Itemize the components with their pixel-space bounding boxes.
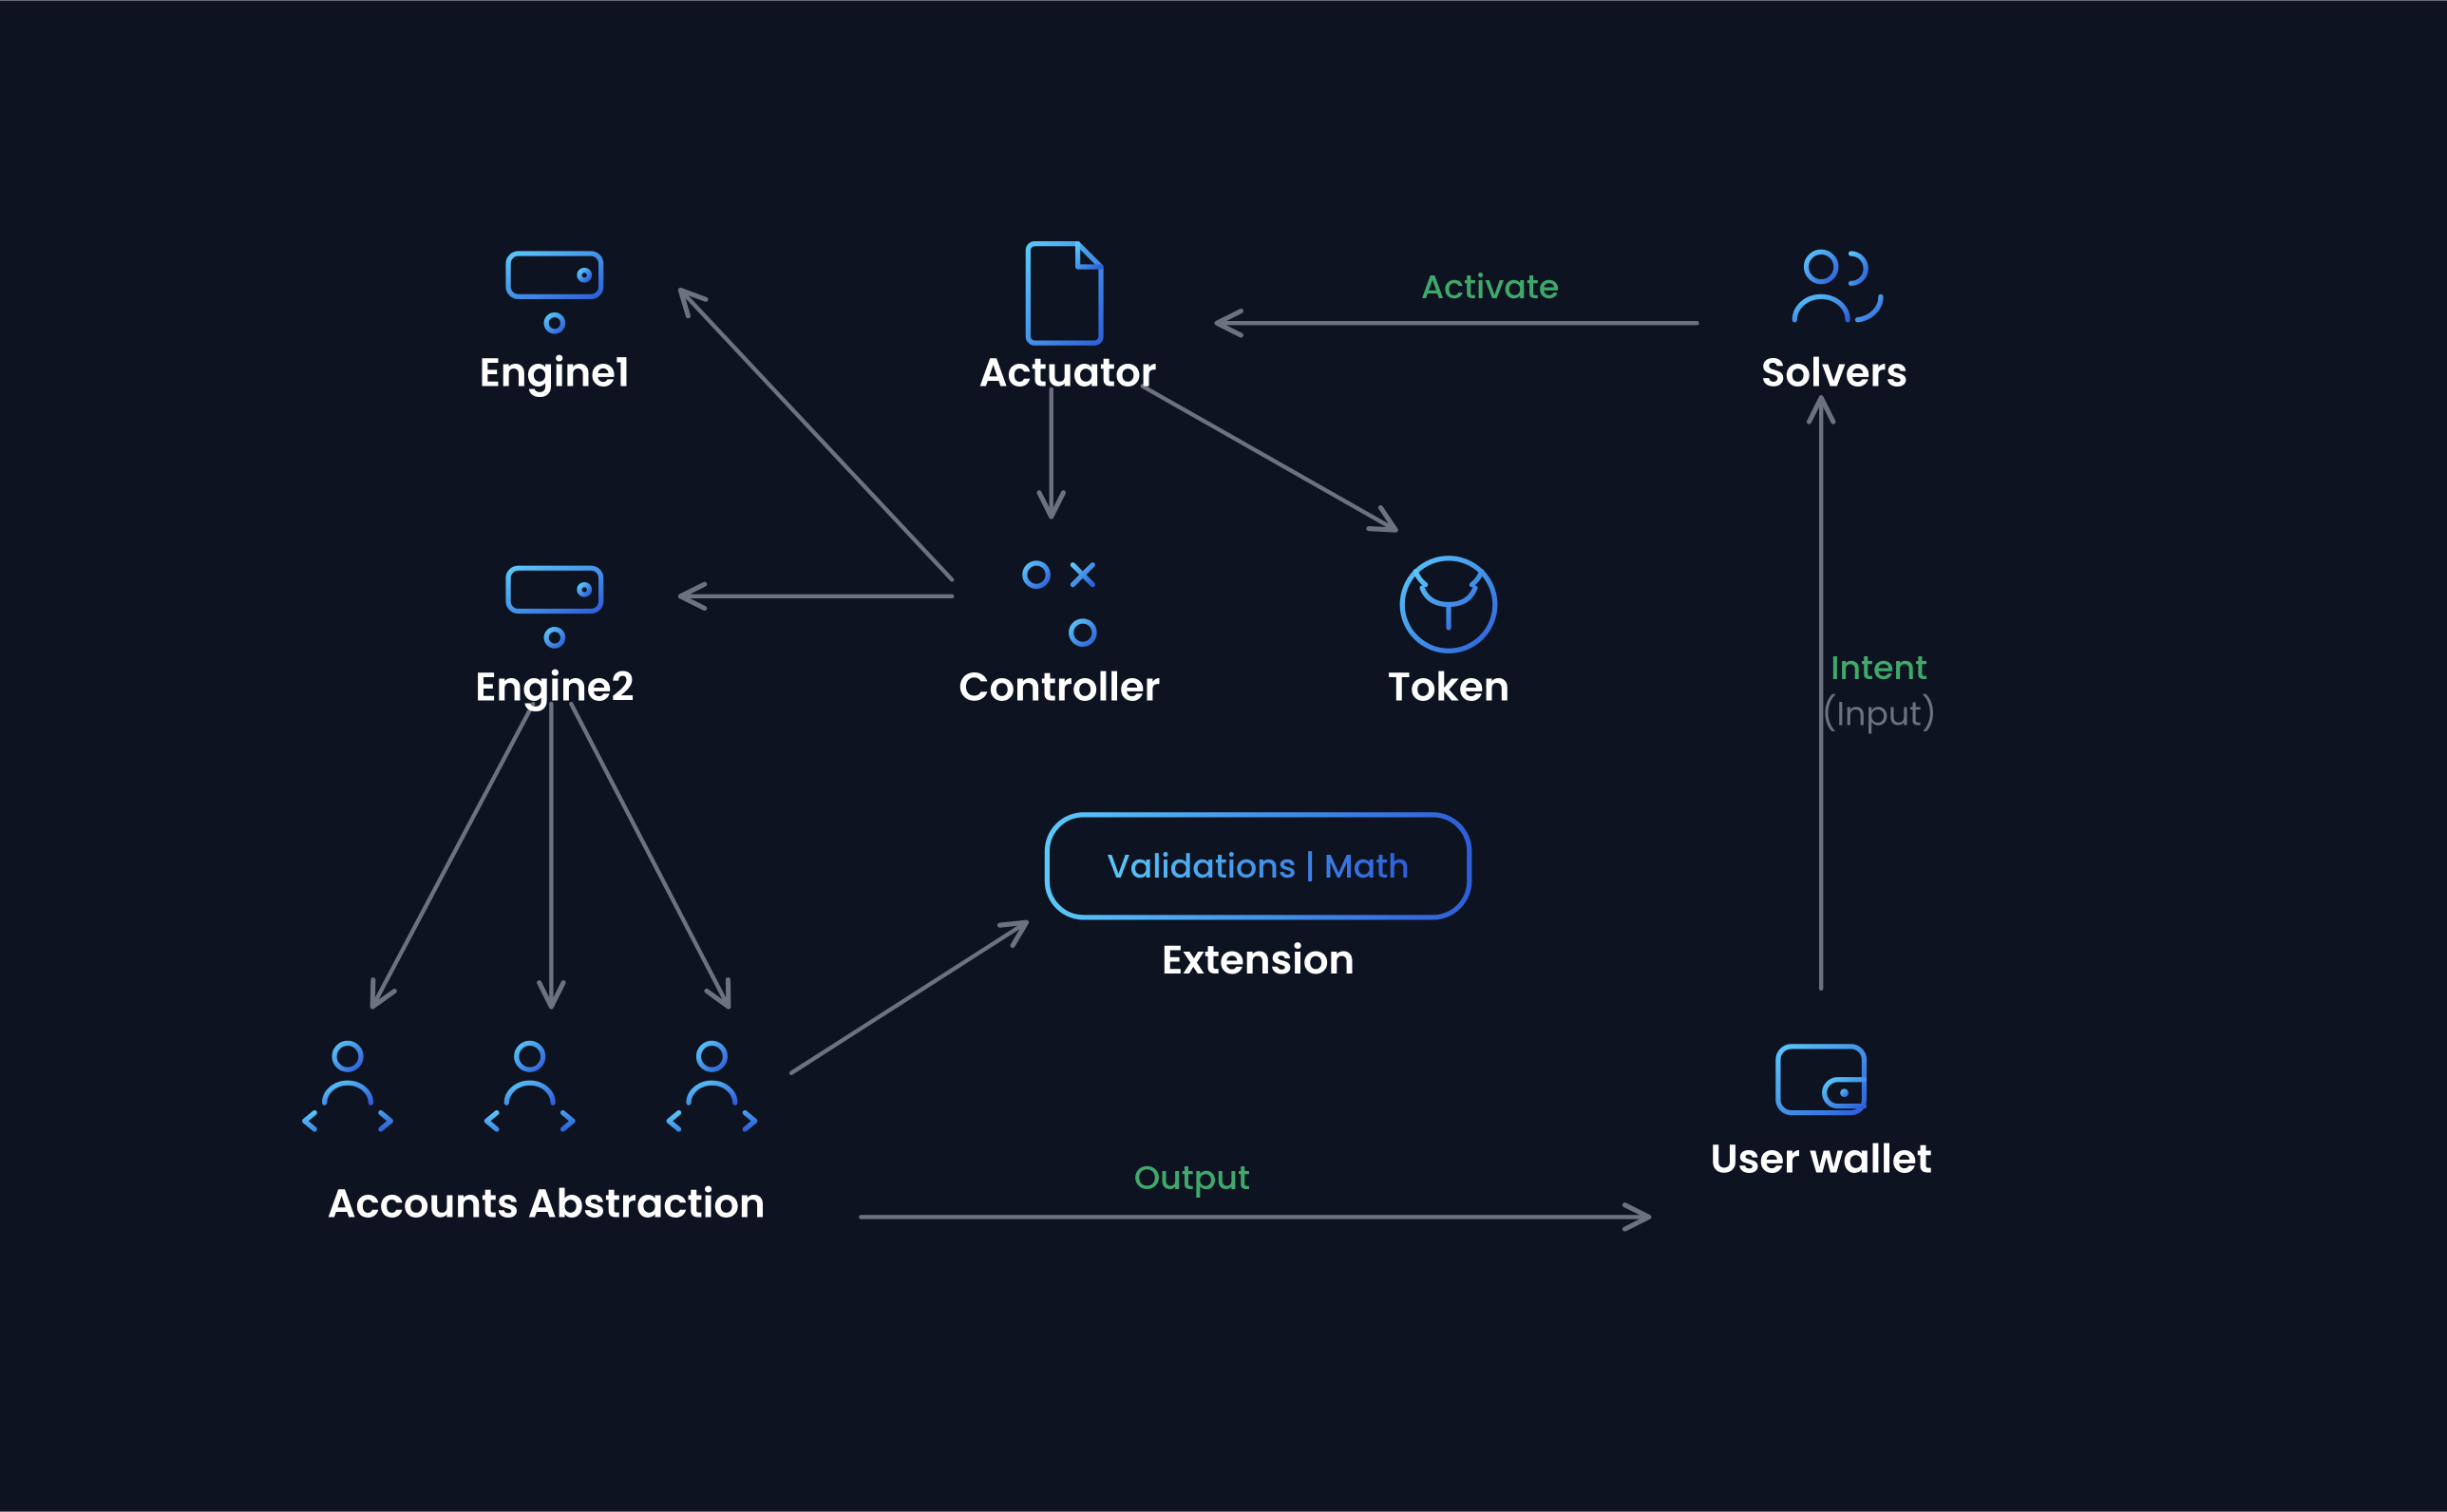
node-label-engine2: Engine2 <box>475 659 634 715</box>
node-label-extension: Extension <box>1162 932 1355 988</box>
node-label-engine1: Engine1 <box>480 344 630 400</box>
node-label-solvers: Solvers <box>1761 344 1907 400</box>
architecture-diagram: Activate Output Intent(Input) Engine1 Engine… <box>0 0 2447 1512</box>
extension-pill-text: Validations | Math <box>1107 843 1409 890</box>
edge-sublabel-wallet-solvers: (Input) <box>1822 691 1937 738</box>
node-label-wallet: User wallet <box>1710 1130 1931 1186</box>
node-label-token: Token <box>1388 659 1510 715</box>
node-label-controller: Controller <box>958 659 1160 715</box>
edge-label-accounts-wallet: Output <box>1134 1155 1250 1201</box>
edge-label-solvers-actuator: Activate <box>1421 264 1560 311</box>
node-label-actuator: Actuator <box>979 344 1157 400</box>
node-label-accounts: Accounts Abstraction <box>328 1175 766 1231</box>
edge-label-wallet-solvers: Intent <box>1831 645 1927 691</box>
